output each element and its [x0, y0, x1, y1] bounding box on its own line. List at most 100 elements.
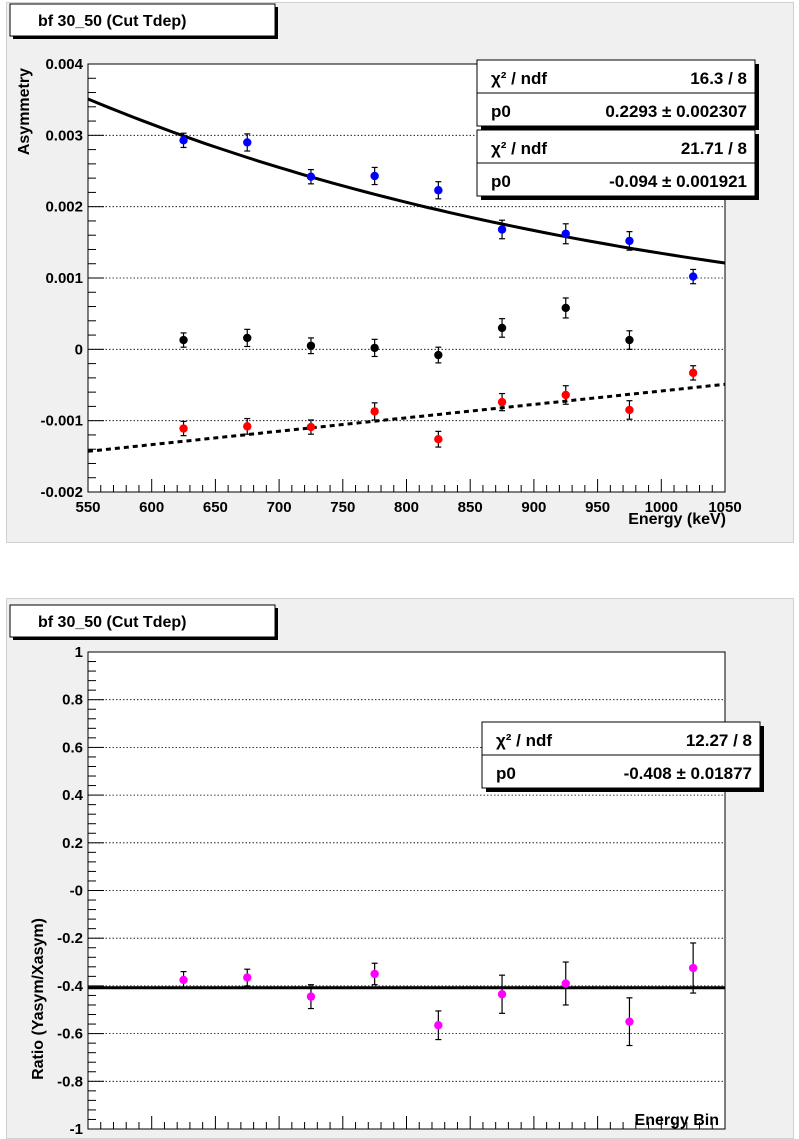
y-tick-label: 0.001 [45, 270, 83, 287]
x-tick-label: 600 [139, 1136, 164, 1138]
x-tick-label: 550 [75, 499, 100, 516]
y-tick-label: -1 [70, 1121, 83, 1138]
data-point [561, 229, 570, 238]
data-point [370, 171, 379, 181]
x-tick-label: 700 [267, 499, 292, 516]
chart-title: bf 30_50 (Cut Tdep) [38, 13, 186, 30]
y-tick-label: 0.004 [45, 56, 83, 73]
title-box [9, 3, 276, 37]
data-point [243, 333, 252, 343]
data-point [561, 979, 570, 988]
ratio-chart-canvas: -1 -0.8 -0.6 -0.4 -0.2 -0 0.2 0.4 0.6 0.8 1 550 600 6… [6, 598, 794, 1139]
y-tick-label: -0.6 [57, 1026, 83, 1043]
y-tick-label: -0 [70, 883, 83, 900]
data-point [179, 136, 188, 145]
title-box [9, 604, 276, 638]
y-axis-label: Asymmetry [16, 68, 33, 155]
x-tick-label: 1050 [708, 1136, 741, 1138]
data-point [497, 990, 507, 999]
x-tick-label: 850 [458, 1136, 483, 1138]
fit-line [87, 97, 726, 265]
data-point [179, 335, 188, 345]
y-tick-label: -0.001 [40, 413, 83, 430]
y-tick-label: 1 [75, 644, 83, 661]
y-tick-label: -0.002 [40, 484, 83, 501]
ratio-chart: -1 -0.8 -0.6 -0.4 -0.2 -0 0.2 0.4 0.6 0.8 1 550 600 6… [9, 604, 764, 1138]
x-tick-label: 750 [330, 499, 355, 516]
data-point [179, 975, 188, 985]
dashed-fit-line [87, 382, 726, 453]
x-tick-label: 950 [585, 499, 610, 516]
data-point [434, 1021, 443, 1030]
data-point [688, 368, 698, 378]
data-point [497, 323, 507, 333]
data-point [306, 341, 316, 350]
y-tick-label: 0.6 [62, 739, 83, 756]
x-tick-label: 800 [394, 1136, 419, 1138]
data-point [625, 405, 634, 415]
data-point [306, 422, 316, 432]
y-tick-label: 0.002 [45, 199, 83, 216]
p0-label: p0 [491, 172, 511, 191]
x-tick-label: 650 [203, 1136, 228, 1138]
asymmetry-chart: -0.002 -0.001 0 0.001 0.002 0.003 0.004 550 600 6… [9, 3, 759, 528]
data-point [306, 172, 316, 181]
data-point [306, 992, 316, 1001]
x-tick-label: 1000 [645, 499, 678, 516]
p0-label: p0 [496, 764, 516, 783]
chi2-ndf-label: χ² / ndf [491, 139, 547, 158]
data-point [179, 424, 188, 433]
x-tick-label: 650 [203, 499, 228, 516]
data-point [370, 969, 379, 979]
data-point [370, 407, 379, 416]
y-tick-label: -0.4 [57, 978, 84, 995]
y-tick-label: 0.8 [62, 692, 83, 709]
data-point [243, 973, 252, 982]
data-point [243, 422, 252, 431]
data-point [625, 236, 634, 246]
data-point [434, 350, 443, 360]
y-tick-label: -0.2 [57, 930, 83, 947]
data-point [370, 343, 379, 353]
x-axis-label: Energy (keV) [628, 511, 726, 528]
data-point [497, 397, 507, 407]
data-point [561, 303, 570, 313]
data-point [561, 390, 570, 400]
data-point [497, 225, 507, 234]
chi2-ndf-label: χ² / ndf [496, 731, 552, 750]
x-tick-label: 600 [139, 499, 164, 516]
y-tick-label: -0.8 [57, 1073, 83, 1090]
data-point [243, 138, 252, 147]
chi2-ndf-value: 21.71 / 8 [681, 139, 747, 158]
asymmetry-chart-canvas: -0.002 -0.001 0 0.001 0.002 0.003 0.004 550 600 6… [6, 2, 794, 543]
x-tick-label: 750 [330, 1136, 355, 1138]
y-tick-label: 0.4 [62, 787, 84, 804]
y-tick-label: 0 [75, 341, 83, 358]
data-point [625, 335, 634, 345]
p0-value: -0.408 ± 0.01877 [624, 764, 752, 783]
p0-value: 0.2293 ± 0.002307 [605, 102, 747, 121]
y-axis-label: Ratio (Yasym/Xasym) [30, 918, 47, 1080]
x-tick-label: 1000 [645, 1136, 678, 1138]
x-tick-label: 700 [267, 1136, 292, 1138]
x-tick-label: 1050 [708, 499, 741, 516]
y-tick-label: 0.2 [62, 835, 83, 852]
p0-label: p0 [491, 102, 511, 121]
x-tick-label: 850 [458, 499, 483, 516]
data-point [625, 1017, 634, 1026]
data-point [434, 186, 443, 195]
data-point [688, 272, 698, 281]
data-point [434, 435, 443, 444]
x-axis-label: Energy Bin [635, 1112, 719, 1129]
x-tick-label: 950 [585, 1136, 610, 1138]
x-tick-label: 900 [521, 1136, 546, 1138]
chi2-ndf-value: 16.3 / 8 [690, 69, 747, 88]
x-tick-label: 900 [521, 499, 546, 516]
x-tick-label: 800 [394, 499, 419, 516]
data-point [688, 963, 698, 973]
chi2-ndf-value: 12.27 / 8 [686, 731, 752, 750]
x-tick-label: 550 [75, 1136, 100, 1138]
chi2-ndf-label: χ² / ndf [491, 69, 547, 88]
p0-value: -0.094 ± 0.001921 [609, 172, 747, 191]
y-tick-label: 0.003 [45, 127, 83, 144]
